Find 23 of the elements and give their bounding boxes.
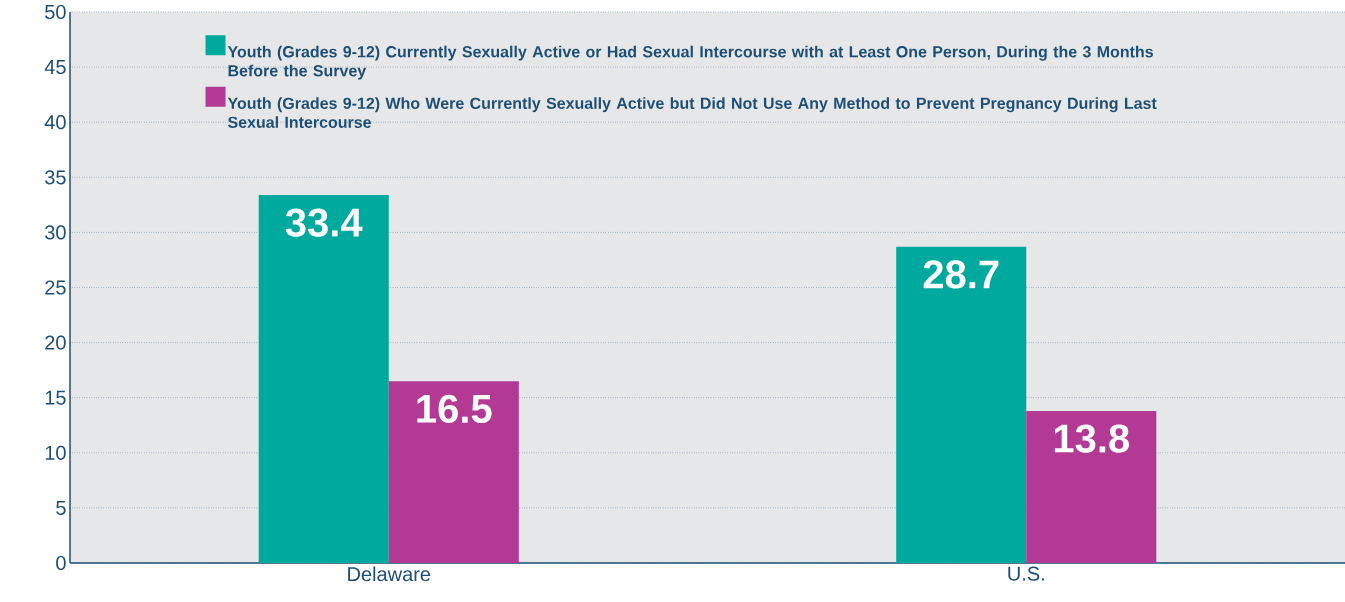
x-tick-label: U.S. — [1008, 566, 1044, 581]
data-label: 28.7 — [923, 260, 999, 289]
data-label: 13.8 — [1054, 424, 1129, 453]
bar — [896, 246, 1027, 563]
y-tick-label: 30 — [45, 225, 66, 240]
bar — [1026, 410, 1157, 563]
y-tick-label: 15 — [45, 390, 66, 405]
y-tick-label: 40 — [44, 115, 66, 130]
y-tick-label: 20 — [45, 335, 66, 350]
legend-label: Youth (Grades 9-12) Who Were Currently Sexually Active but Did Not Use Any Method to Prevent Pregnancy During Last Sexual Intercourse — [227, 97, 1157, 128]
x-tick-label: Delaware — [348, 566, 431, 582]
y-tick-label: 5 — [56, 500, 66, 515]
y-tick-label: 25 — [45, 280, 66, 295]
legend-label: Youth (Grades 9-12) Currently Sexually Active or Had Sexual Intercourse with at Least One Person, During the 3 Months Before the Survey — [227, 45, 1153, 80]
bar — [388, 381, 519, 563]
y-tick-label: 0 — [56, 555, 66, 571]
data-label: 33.4 — [285, 208, 363, 237]
y-tick-label: 35 — [45, 170, 66, 185]
y-tick-label: 50 — [45, 4, 66, 20]
bar — [258, 194, 389, 563]
y-tick-label: 45 — [44, 60, 66, 75]
y-tick-label: 10 — [45, 445, 66, 460]
data-label: 16.5 — [417, 394, 492, 424]
